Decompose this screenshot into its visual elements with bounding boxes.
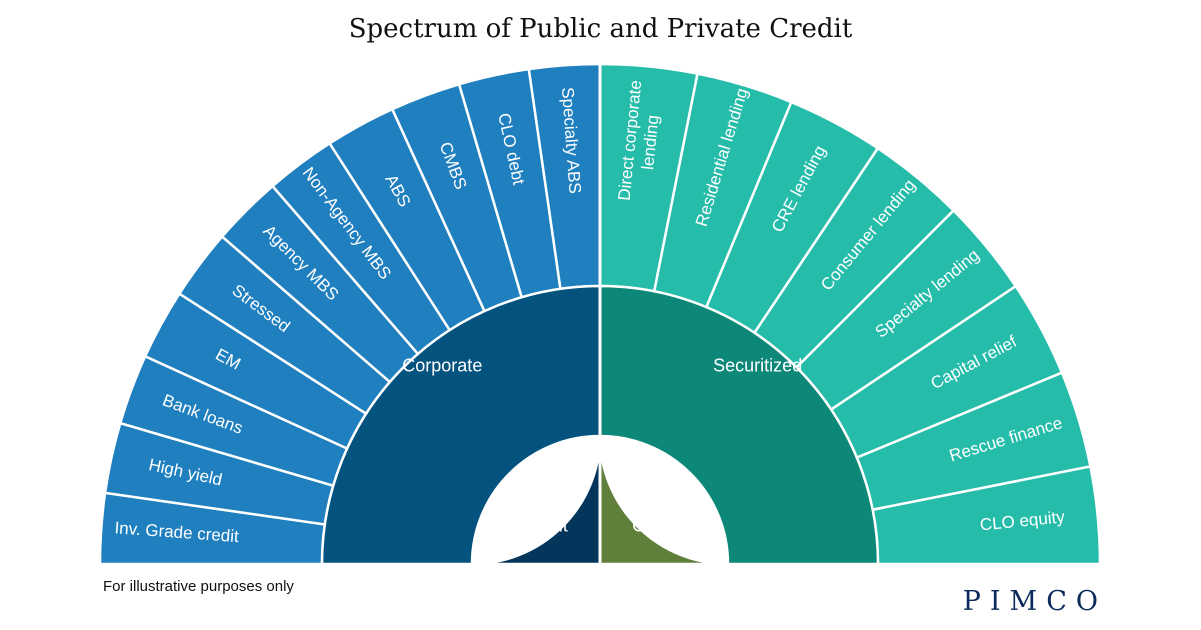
footnote: For illustrative purposes only (103, 578, 294, 595)
label-direct-corporate-lending: Direct corporatelending (615, 79, 666, 203)
middle-ring (320, 284, 880, 566)
inner-ring (471, 435, 729, 566)
segment-private-credit (598, 435, 729, 566)
label-securitized: Securitized (713, 355, 802, 375)
page-title: Spectrum of Public and Private Credit (348, 14, 853, 44)
outer-ring (98, 62, 1102, 566)
label-private-credit: Private Credit (628, 494, 684, 536)
segment-corporate (320, 284, 602, 566)
label-corporate: Corporate (402, 355, 482, 375)
label-public-credit: Public Credit (519, 494, 568, 536)
segment-securitized (598, 284, 880, 566)
segment-public-credit (471, 435, 602, 566)
pimco-logo: PIMCO (962, 586, 1107, 617)
